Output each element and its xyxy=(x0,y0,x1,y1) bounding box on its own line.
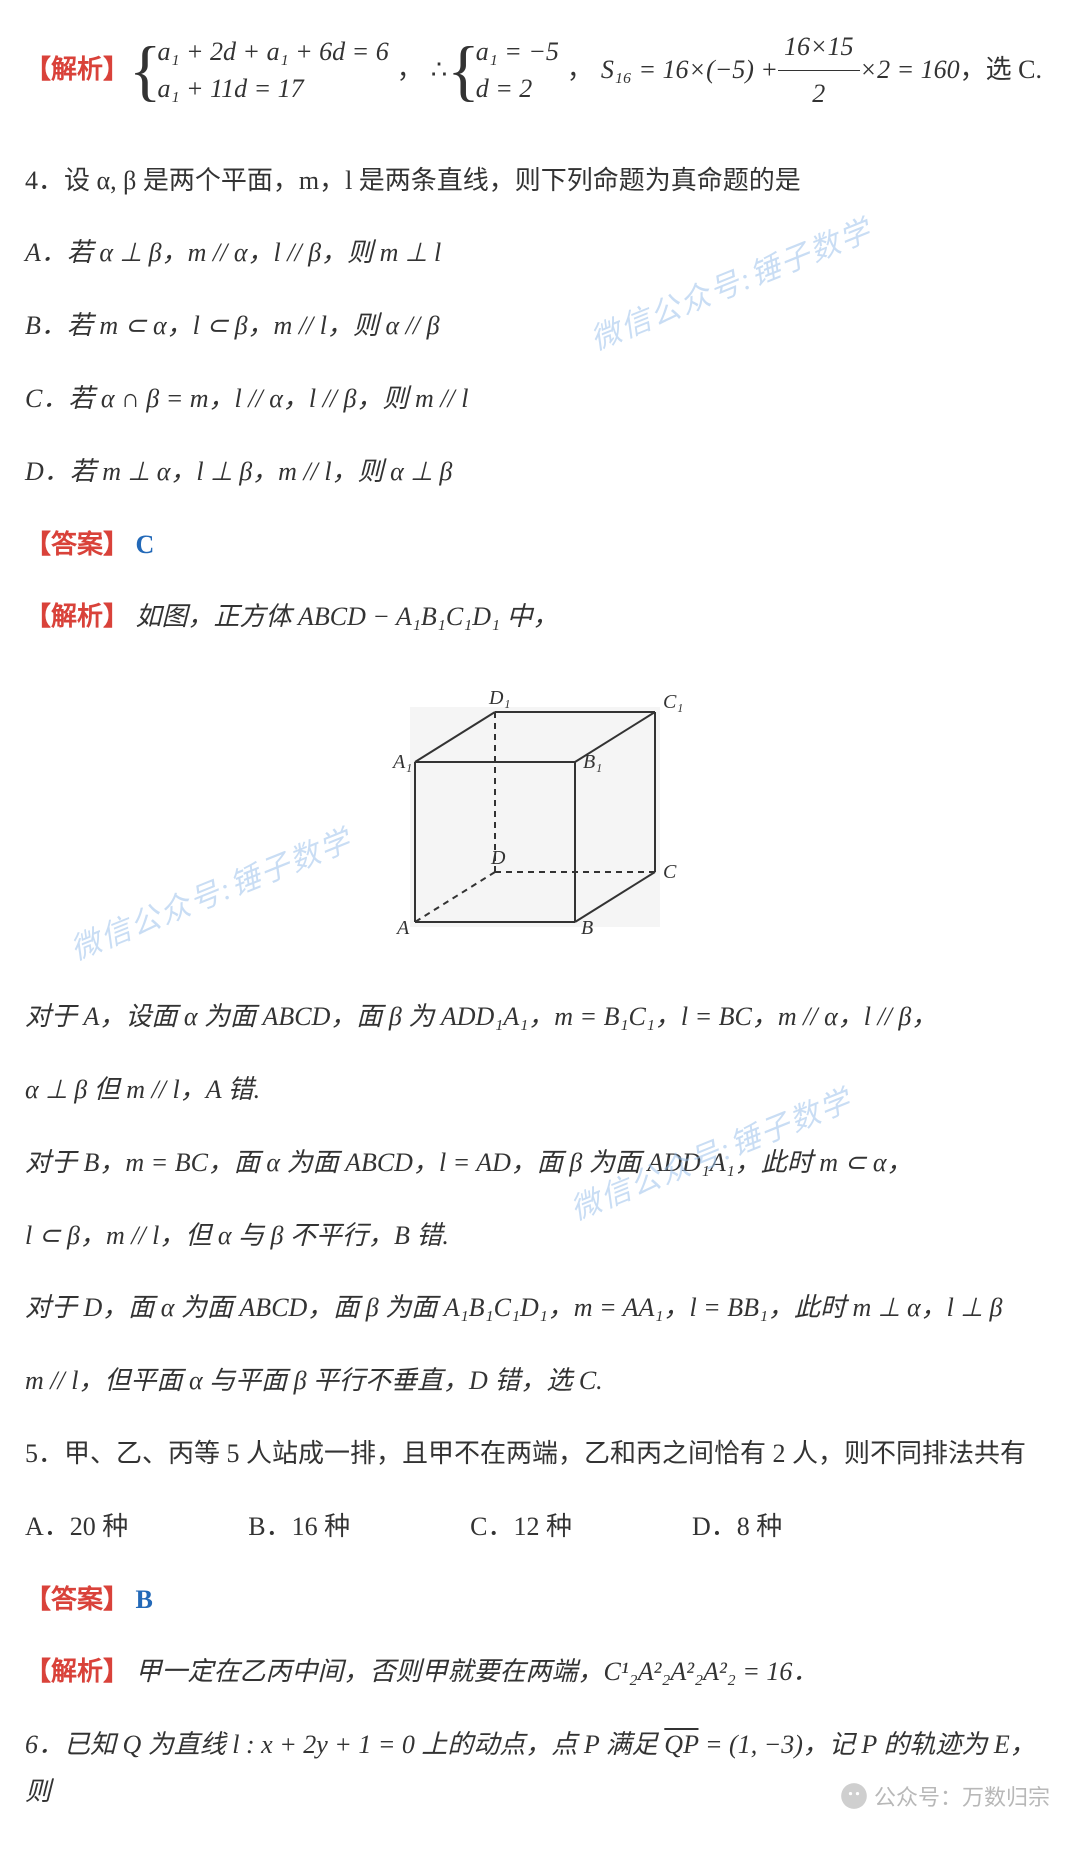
q4-optC: C．若 α ∩ β = m，l // α，l // β，则 m // l xyxy=(25,376,1055,423)
q4-paraA-l2: α ⊥ β 但 m // l，A 错. xyxy=(25,1067,1055,1114)
system2: a₁ = −5 d = 2 xyxy=(476,34,559,107)
q4-answer: 【答案】 C xyxy=(25,522,1055,569)
cube-svg: A B C D A₁ B₁ C₁ D₁ xyxy=(375,667,705,957)
jiexi-label: 【解析】 xyxy=(25,47,129,94)
daan-label-4: 【答案】 xyxy=(25,530,129,559)
frac-den: 2 xyxy=(778,71,860,118)
therefore: ∴ xyxy=(431,47,448,94)
q4-paraB-l2: l ⊂ β，m // l，但 α 与 β 不平行，B 错. xyxy=(25,1213,1055,1260)
q4-optB: B．若 m ⊂ α，l ⊂ β，m // l，则 α // β xyxy=(25,303,1055,350)
frac-16x15-2: 16×15 2 xyxy=(778,24,860,119)
jiexi-label-5: 【解析】 xyxy=(25,1657,129,1686)
footer-watermark: 公众号：万数归宗 xyxy=(840,1780,1050,1812)
svg-text:C: C xyxy=(663,861,677,883)
q4-optA: A．若 α ⊥ β，m // α，l // β，则 m ⊥ l xyxy=(25,230,1055,277)
cube-diagram: A B C D A₁ B₁ C₁ D₁ xyxy=(25,667,1055,964)
svg-text:D: D xyxy=(490,847,506,869)
q5-answer: 【答案】 B xyxy=(25,1577,1055,1624)
q5-options: A．20 种 B．16 种 C．12 种 D．8 种 xyxy=(25,1504,1055,1551)
q6-vec-QP: QP xyxy=(664,1730,698,1759)
q4-stem: 4．设 α, β 是两个平面，m，l 是两条直线，则下列命题为真命题的是 xyxy=(25,158,1055,205)
frac-num: 16×15 xyxy=(778,24,860,72)
q5-stem: 5．甲、乙、丙等 5 人站成一排，且甲不在两端，乙和丙之间恰有 2 人，则不同排… xyxy=(25,1431,1055,1478)
svg-text:A₁: A₁ xyxy=(391,751,412,773)
svg-text:B₁: B₁ xyxy=(583,751,602,773)
q4-paraA-l1: 对于 A，设面 α 为面 ABCD，面 β 为 ADD₁A₁，m = B₁C₁，… xyxy=(25,994,1055,1041)
sys1-l1: a₁ + 2d + a₁ + 6d = 6 xyxy=(157,34,388,70)
daan-label-5: 【答案】 xyxy=(25,1585,129,1614)
comma1: ， xyxy=(397,47,423,94)
svg-text:A: A xyxy=(395,917,410,939)
q4-paraD-l2: m // l，但平面 α 与平面 β 平行不垂直，D 错，选 C. xyxy=(25,1358,1055,1405)
q4-ans-letter: C xyxy=(136,530,155,559)
q5-optC: C．12 种 xyxy=(470,1504,572,1551)
q6-pre: 6．已知 Q 为直线 l : x + 2y + 1 = 0 上的动点，点 P 满… xyxy=(25,1730,664,1759)
q4-jiexi-intro: 如图，正方体 ABCD − A₁B₁C₁D₁ 中， xyxy=(136,602,559,631)
S16-tail: ×2 = 160 xyxy=(860,47,960,94)
system1: a₁ + 2d + a₁ + 6d = 6 a₁ + 11d = 17 xyxy=(157,34,388,107)
q4-paraB-l1: 对于 B，m = BC，面 α 为面 ABCD，l = AD，面 β 为面 AD… xyxy=(25,1140,1055,1187)
q5-optB: B．16 种 xyxy=(248,1504,350,1551)
q5-jiexi: 甲一定在乙丙中间，否则甲就要在两端，C¹₂A²₂A²₂A²₂ = 16． xyxy=(136,1657,819,1686)
comma2: ， xyxy=(567,47,593,94)
q4-paraD-l1: 对于 D，面 α 为面 ABCD，面 β 为面 A₁B₁C₁D₁，m = AA₁… xyxy=(25,1285,1055,1332)
svg-text:C₁: C₁ xyxy=(663,691,683,713)
S16-part: S₁₆ = 16×(−5) + xyxy=(601,47,778,94)
q4-jiexi-intro-row: 【解析】 如图，正方体 ABCD − A₁B₁C₁D₁ 中， xyxy=(25,594,1055,641)
footer-wm-text: 公众号：万数归宗 xyxy=(874,1780,1050,1812)
sys2-l2: d = 2 xyxy=(476,71,559,107)
svg-text:D₁: D₁ xyxy=(488,687,510,709)
select-C: ，选 C. xyxy=(960,47,1042,94)
q5-ans-letter: B xyxy=(136,1585,153,1614)
svg-text:B: B xyxy=(581,917,593,939)
q4-optD: D．若 m ⊥ α，l ⊥ β，m // l，则 α ⊥ β xyxy=(25,449,1055,496)
wechat-icon xyxy=(840,1782,868,1810)
q5-jiexi-row: 【解析】 甲一定在乙丙中间，否则甲就要在两端，C¹₂A²₂A²₂A²₂ = 16… xyxy=(25,1649,1055,1696)
q5-optD: D．8 种 xyxy=(692,1504,782,1551)
top-solution: 【解析】 { a₁ + 2d + a₁ + 6d = 6 a₁ + 11d = … xyxy=(25,10,1055,132)
sys2-l1: a₁ = −5 xyxy=(476,34,559,70)
jiexi-label-4: 【解析】 xyxy=(25,602,129,631)
sys1-l2: a₁ + 11d = 17 xyxy=(157,71,388,107)
q5-optA: A．20 种 xyxy=(25,1504,128,1551)
